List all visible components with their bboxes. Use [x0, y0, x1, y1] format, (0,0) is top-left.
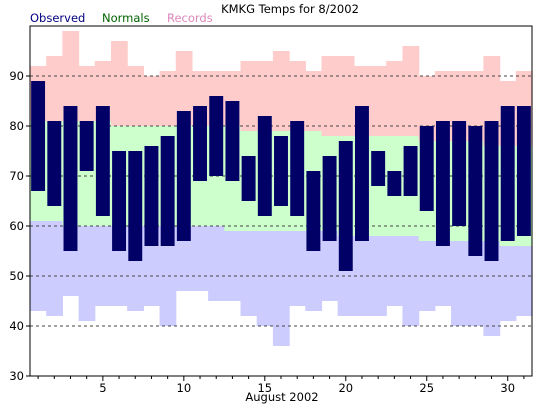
observed-bar-day-16	[274, 136, 288, 206]
record-low-band-day-17	[289, 231, 306, 306]
observed-bar-day-1	[31, 81, 46, 191]
record-high-band-day-23	[386, 61, 404, 136]
observed-bar-day-24	[403, 146, 418, 196]
record-high-band-day-10	[175, 51, 193, 126]
observed-bar-day-7	[128, 151, 143, 261]
record-high-band-day-25	[418, 76, 436, 141]
observed-bars-layer	[31, 81, 531, 271]
observed-bar-day-27	[452, 121, 467, 226]
observed-bar-day-5	[95, 106, 110, 216]
record-high-band-day-8	[143, 76, 161, 126]
observed-bar-day-6	[112, 151, 127, 251]
record-high-band-day-28	[467, 71, 485, 141]
observed-bar-day-28	[468, 126, 483, 256]
record-low-band-day-10	[175, 226, 193, 291]
chart-title: KMKG Temps for 8/2002	[221, 2, 359, 16]
observed-bar-day-25	[419, 126, 434, 211]
record-high-band-day-18	[305, 71, 323, 131]
x-tick-label-15: 15	[257, 381, 272, 395]
record-low-band-day-19	[321, 231, 339, 301]
x-tick-label-5: 5	[99, 381, 106, 395]
y-tick-label-90: 90	[9, 69, 24, 83]
record-low-band-day-5	[94, 226, 112, 306]
y-tick-label-50: 50	[9, 269, 24, 283]
record-high-band-day-14	[240, 61, 258, 131]
record-high-band-day-20	[337, 56, 355, 136]
observed-bar-day-22	[371, 151, 386, 186]
x-axis: 5 10 15 20 25 30	[37, 376, 525, 395]
observed-bar-day-13	[225, 101, 240, 181]
observed-bar-day-12	[209, 96, 224, 176]
observed-bar-day-14	[241, 156, 256, 201]
legend-records: Records	[167, 11, 213, 25]
record-high-band-day-2	[46, 56, 63, 121]
record-low-band-day-29	[483, 241, 501, 336]
record-low-band-day-15	[256, 231, 274, 326]
y-tick-label-40: 40	[9, 319, 24, 333]
record-low-band-day-16	[272, 231, 290, 346]
record-low-band-day-1	[30, 221, 47, 311]
record-low-band-day-24	[402, 236, 420, 326]
record-high-band-day-17	[289, 61, 306, 131]
observed-bar-day-19	[322, 156, 337, 241]
record-high-band-day-16	[272, 51, 290, 131]
x-tick-label-30: 30	[500, 381, 515, 395]
record-low-band-day-30	[499, 246, 517, 321]
record-low-band-day-28	[467, 241, 485, 326]
record-low-band-day-12	[208, 226, 225, 301]
observed-bar-day-10	[176, 111, 191, 241]
x-axis-label: August 2002	[245, 390, 318, 404]
record-high-band-day-4	[78, 66, 96, 121]
x-tick-label-25: 25	[419, 381, 434, 395]
x-tick-label-10: 10	[177, 381, 192, 395]
observed-bar-day-18	[306, 171, 321, 251]
record-low-band-day-2	[46, 221, 63, 316]
record-high-band-day-9	[159, 71, 177, 126]
observed-bar-day-17	[290, 121, 305, 216]
record-low-band-day-13	[224, 231, 242, 301]
record-high-band-day-22	[370, 66, 387, 136]
observed-bar-day-20	[338, 141, 353, 271]
observed-bar-day-23	[387, 171, 402, 196]
y-tick-label-60: 60	[9, 219, 24, 233]
observed-bar-day-29	[484, 121, 499, 261]
record-low-band-day-31	[515, 246, 533, 316]
record-low-band-day-4	[78, 226, 96, 321]
y-tick-label-80: 80	[9, 119, 24, 133]
record-low-band-day-14	[240, 231, 258, 316]
record-high-band-day-19	[321, 56, 339, 136]
observed-bar-day-21	[355, 106, 369, 241]
record-high-band-day-7	[127, 66, 144, 126]
record-high-band-day-6	[110, 41, 128, 126]
observed-bar-day-3	[63, 106, 78, 251]
record-low-band-day-23	[386, 236, 404, 306]
observed-bar-day-2	[47, 121, 62, 206]
observed-bar-day-26	[435, 121, 450, 246]
y-axis: 30 40 50 60 70 80 90	[9, 69, 30, 383]
record-high-band-day-24	[402, 46, 420, 136]
observed-bar-day-15	[257, 116, 272, 216]
x-tick-label-20: 20	[338, 381, 353, 395]
record-high-band-day-15	[256, 61, 274, 131]
observed-bar-day-30	[500, 106, 515, 241]
legend-observed: Observed	[30, 11, 85, 25]
y-tick-label-70: 70	[9, 169, 24, 183]
y-tick-label-30: 30	[9, 369, 24, 383]
record-low-band-day-27	[451, 241, 468, 326]
observed-bar-day-9	[160, 136, 175, 246]
record-low-band-day-11	[191, 226, 209, 291]
observed-bar-day-11	[193, 106, 207, 181]
observed-bar-day-8	[144, 146, 159, 246]
observed-bar-day-31	[516, 106, 531, 236]
legend-normals: Normals	[102, 11, 150, 25]
record-low-band-day-26	[434, 241, 452, 306]
record-high-band-day-3	[62, 31, 80, 121]
record-low-band-day-9	[159, 226, 177, 326]
observed-bar-day-4	[79, 121, 94, 171]
